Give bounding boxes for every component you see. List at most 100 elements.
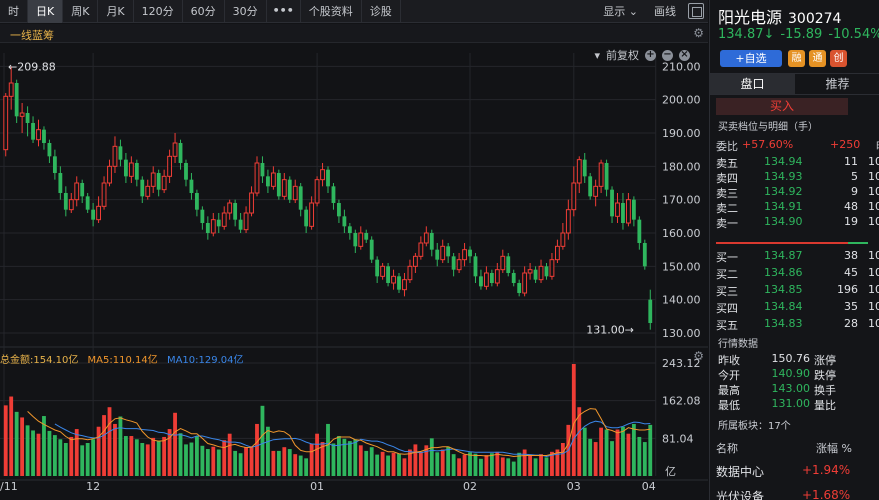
- draw-line-button[interactable]: 画线: [654, 4, 676, 18]
- kline-chart[interactable]: 210.00 200.00 190.00 180.00 170.00 160.00 150.…: [0, 43, 708, 500]
- indicator-label[interactable]: 一线蓝筹: [10, 29, 54, 42]
- volume-bar: [20, 417, 25, 476]
- volume-bar: [528, 455, 533, 476]
- quote-row: 最高 143.00 换手: [710, 382, 879, 397]
- tab-diagnosis[interactable]: 诊股: [362, 0, 401, 23]
- candle-body: [604, 163, 609, 190]
- candle-body: [140, 179, 145, 197]
- price-tick-label: 160.00: [662, 227, 701, 240]
- volume-bar: [309, 443, 314, 476]
- candle-body: [249, 192, 254, 214]
- ask-row[interactable]: 卖一 134.90 19 10: [710, 215, 879, 231]
- quote-key: 最低: [718, 399, 740, 412]
- ma10-line: [54, 420, 651, 458]
- candle-body: [621, 203, 625, 223]
- tab-60min[interactable]: 60分: [183, 0, 225, 23]
- zoom-out-icon[interactable]: −: [662, 48, 673, 61]
- bid-row[interactable]: 买四 134.84 35 10: [710, 300, 879, 316]
- tab-monthly-k[interactable]: 月K: [98, 0, 134, 23]
- quote-key: 昨收: [718, 354, 740, 367]
- volume-bar: [402, 458, 407, 476]
- price-tick-label: 130.00: [662, 327, 701, 340]
- candle-body: [189, 179, 194, 193]
- volume-bar: [397, 453, 401, 476]
- volume-bar: [156, 440, 161, 476]
- candle-body: [544, 266, 549, 277]
- ask-row[interactable]: 卖四 134.93 5 10: [710, 170, 879, 186]
- volume-gear-icon[interactable]: ⚙: [693, 349, 704, 363]
- close-icon[interactable]: ×: [679, 48, 690, 61]
- candle-body: [320, 169, 325, 181]
- badge-gem[interactable]: 创: [830, 50, 847, 67]
- sector-col-pct[interactable]: 涨幅 %: [816, 442, 852, 455]
- volume-bar: [457, 458, 462, 476]
- spread-divider: [716, 242, 848, 244]
- candle-body: [626, 199, 631, 224]
- volume-bar: [593, 442, 598, 476]
- bid-volume: 196: [837, 283, 858, 296]
- sector-pct: +1.94%: [802, 463, 851, 477]
- buy-button[interactable]: 买入: [716, 98, 848, 115]
- sector-row[interactable]: 数据中心 +1.94%: [716, 463, 879, 480]
- volume-bar: [36, 433, 41, 476]
- volume-bar: [42, 416, 46, 476]
- tab-recommend[interactable]: 推荐: [825, 77, 850, 91]
- tab-orderbook[interactable]: 盘口: [710, 74, 795, 94]
- volume-bar: [391, 452, 396, 476]
- ask-volume: 48: [844, 200, 858, 213]
- price-tick-label: 140.00: [662, 294, 701, 307]
- candle-body: [254, 162, 260, 194]
- adjust-selector[interactable]: ▾ 前复权 + − ×: [594, 47, 690, 63]
- bid-price: 134.84: [764, 300, 803, 313]
- volume-bar: [500, 457, 505, 476]
- candle-body: [631, 199, 636, 220]
- candle-body: [42, 129, 46, 143]
- ask-row[interactable]: 卖二 134.91 48 10: [710, 200, 879, 216]
- tab-hour[interactable]: 时: [0, 0, 28, 23]
- tab-weekly-k[interactable]: 周K: [63, 0, 99, 23]
- sector-row[interactable]: 光伏设备 +1.68%: [716, 488, 879, 500]
- gear-icon[interactable]: ⚙: [693, 26, 704, 40]
- badge-connect[interactable]: 通: [809, 50, 826, 67]
- volume-bar: [85, 442, 90, 476]
- bid-row[interactable]: 买一 134.87 38 10: [710, 249, 879, 265]
- bid-row[interactable]: 买三 134.85 196 10: [710, 283, 879, 299]
- bid-volume: 38: [844, 249, 858, 262]
- ask-row[interactable]: 卖三 134.92 9 10: [710, 185, 879, 201]
- candle-body: [642, 243, 647, 267]
- bid-extra: 10: [868, 283, 879, 296]
- candle-body: [101, 182, 107, 207]
- volume-bar: [418, 451, 423, 476]
- candle-body: [80, 183, 85, 197]
- tab-stock-profile[interactable]: 个股资料: [301, 0, 362, 23]
- stock-price-line: 134.87↓ -15.89 -10.54%: [718, 27, 879, 42]
- more-periods-button[interactable]: •••: [267, 0, 301, 23]
- bid-price: 134.83: [764, 317, 803, 330]
- volume-bar: [227, 433, 232, 476]
- add-watchlist-button[interactable]: +自选: [720, 50, 782, 67]
- price-tick-label: 210.00: [662, 60, 701, 73]
- bid-volume: 45: [844, 266, 858, 279]
- candle-body: [85, 196, 90, 210]
- zoom-in-icon[interactable]: +: [645, 48, 656, 61]
- candle-body: [210, 219, 216, 234]
- volume-bar: [293, 454, 298, 476]
- window-toggle-icon[interactable]: [688, 3, 704, 19]
- ask-row[interactable]: 卖五 134.94 11 10: [710, 155, 879, 171]
- badge-margin[interactable]: 融: [788, 50, 805, 67]
- tab-120min[interactable]: 120分: [134, 0, 183, 23]
- candle-body: [533, 269, 538, 280]
- candle-body: [549, 259, 555, 277]
- display-menu[interactable]: 显示 ⌄: [595, 0, 646, 23]
- volume-bar: [424, 445, 429, 476]
- candle-body: [588, 176, 593, 197]
- candle-body: [517, 283, 522, 293]
- volume-bar: [282, 447, 287, 476]
- bid-row[interactable]: 买五 134.83 28 10: [710, 317, 879, 333]
- volume-bar: [271, 450, 276, 476]
- bid-row[interactable]: 买二 134.86 45 10: [710, 266, 879, 282]
- quote-value: 143.00: [771, 382, 811, 395]
- tab-daily-k[interactable]: 日K: [28, 0, 64, 23]
- volume-bar: [260, 405, 265, 476]
- tab-30min[interactable]: 30分: [225, 0, 267, 23]
